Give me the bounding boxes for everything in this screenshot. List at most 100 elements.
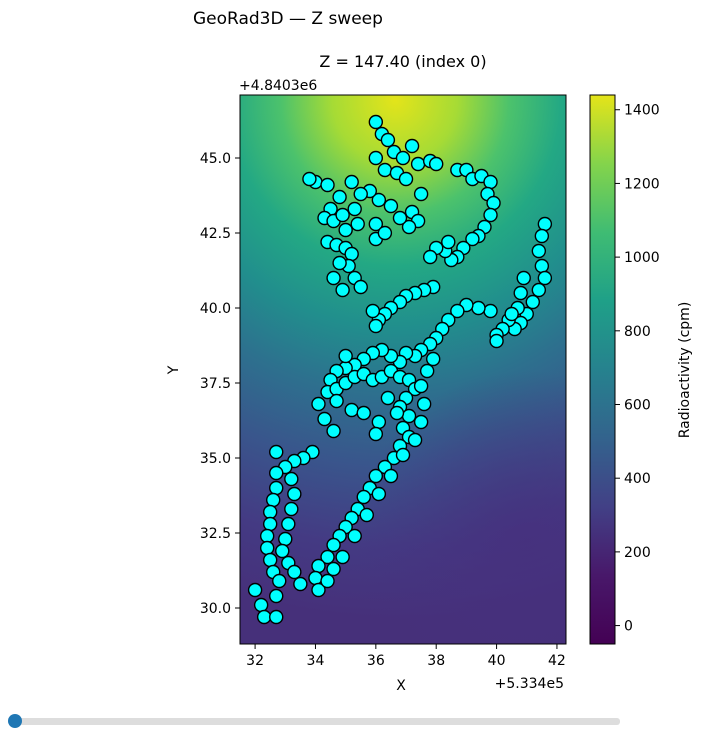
sample-point <box>332 189 347 205</box>
colorbar-tick-label: 200 <box>624 545 651 561</box>
sample-point <box>395 150 411 166</box>
sample-point <box>368 468 384 484</box>
sample-point <box>513 285 528 301</box>
sample-point <box>380 390 396 406</box>
sample-point <box>471 300 486 316</box>
y-tick-label: 30.0 <box>200 601 231 617</box>
sample-point <box>338 222 353 238</box>
colorbar-tick-label: 1200 <box>624 176 660 192</box>
sample-point <box>302 171 317 187</box>
sample-point <box>441 234 456 250</box>
sample-point <box>284 501 299 517</box>
sample-point <box>344 174 359 190</box>
sample-point <box>359 507 374 523</box>
sample-point <box>278 531 293 547</box>
sample-point <box>531 243 547 259</box>
x-tick-label: 34 <box>307 653 325 669</box>
sample-point <box>320 177 335 193</box>
sample-point <box>326 561 341 577</box>
x-tick-label: 32 <box>246 653 264 669</box>
sample-point <box>338 348 353 364</box>
sample-point <box>311 582 326 598</box>
sample-point <box>353 186 368 202</box>
sample-point <box>483 303 498 319</box>
sample-point <box>516 270 531 286</box>
sample-point <box>419 363 435 379</box>
sample-point <box>368 216 384 232</box>
sample-point <box>317 411 332 427</box>
sample-point <box>413 186 429 202</box>
sample-point <box>259 540 275 556</box>
y-tick-label: 42.5 <box>200 226 231 242</box>
sample-point <box>368 114 384 130</box>
x-tick-label: 40 <box>488 653 506 669</box>
x-tick-label: 36 <box>367 653 385 669</box>
sample-point <box>407 432 423 448</box>
sample-point <box>262 504 278 520</box>
window-title: GeoRad3D — Z sweep <box>193 9 383 29</box>
sample-point <box>284 471 299 487</box>
sample-point <box>404 138 420 154</box>
sample-point <box>425 351 441 367</box>
sample-point <box>537 270 553 286</box>
y-axis: 30.0 32.5 35.0 37.5 40.0 42.5 45.0 <box>200 151 240 617</box>
colorbar-tick-label: 0 <box>624 619 633 635</box>
sample-point <box>368 318 384 334</box>
sample-points <box>247 114 553 625</box>
sample-point <box>531 282 547 298</box>
y-tick-label: 32.5 <box>200 526 231 542</box>
sample-point <box>392 210 408 226</box>
sample-point <box>335 282 350 298</box>
x-axis-label: X <box>396 678 406 694</box>
sample-point <box>413 414 429 430</box>
sample-point <box>486 195 501 211</box>
y-tick-label: 37.5 <box>200 376 231 392</box>
sample-point <box>353 279 368 295</box>
colorbar-label: Radioactivity (cpm) <box>677 302 693 439</box>
sample-point <box>344 246 359 262</box>
sample-point <box>389 405 405 421</box>
sample-point <box>269 465 284 481</box>
sample-point <box>413 378 429 394</box>
colorbar-tick-label: 1400 <box>624 103 660 119</box>
x-tick-label: 38 <box>427 653 445 669</box>
chart-title: Z = 147.40 (index 0) <box>319 52 487 71</box>
slider-track[interactable] <box>14 718 620 725</box>
sample-point <box>368 150 384 166</box>
sample-point <box>262 552 278 568</box>
sample-point <box>329 393 344 409</box>
sample-point <box>269 480 284 496</box>
colorbar-gradient <box>590 95 615 644</box>
sample-point <box>371 414 387 430</box>
sample-point <box>534 258 550 274</box>
sample-point <box>401 408 417 424</box>
sample-point <box>450 303 465 319</box>
x-axis: 32 34 36 38 40 42 <box>246 644 566 669</box>
sample-point <box>377 162 393 178</box>
sample-point <box>350 216 365 232</box>
sample-point <box>272 573 287 589</box>
sample-point <box>410 156 426 172</box>
sample-point <box>335 549 350 565</box>
sample-point <box>534 228 550 244</box>
sample-point <box>416 396 432 412</box>
sample-point <box>311 396 326 412</box>
slider-handle[interactable] <box>8 714 22 728</box>
sample-point <box>525 294 540 310</box>
z-slider[interactable] <box>8 713 620 731</box>
y-axis-label: Y <box>166 365 182 375</box>
y-offset-label: +4.8403e6 <box>239 78 317 94</box>
sample-point <box>344 402 359 418</box>
heatmap-low-region <box>240 95 566 644</box>
sample-point <box>326 537 341 553</box>
colorbar-tick-label: 600 <box>624 398 651 414</box>
sample-point <box>320 549 335 565</box>
sample-point <box>253 597 269 613</box>
sample-point <box>537 216 553 232</box>
sample-point <box>395 447 411 463</box>
sample-point <box>398 171 414 187</box>
sample-point <box>256 609 272 625</box>
sample-point <box>368 426 384 442</box>
sample-point <box>326 423 341 439</box>
sample-point <box>380 132 396 148</box>
